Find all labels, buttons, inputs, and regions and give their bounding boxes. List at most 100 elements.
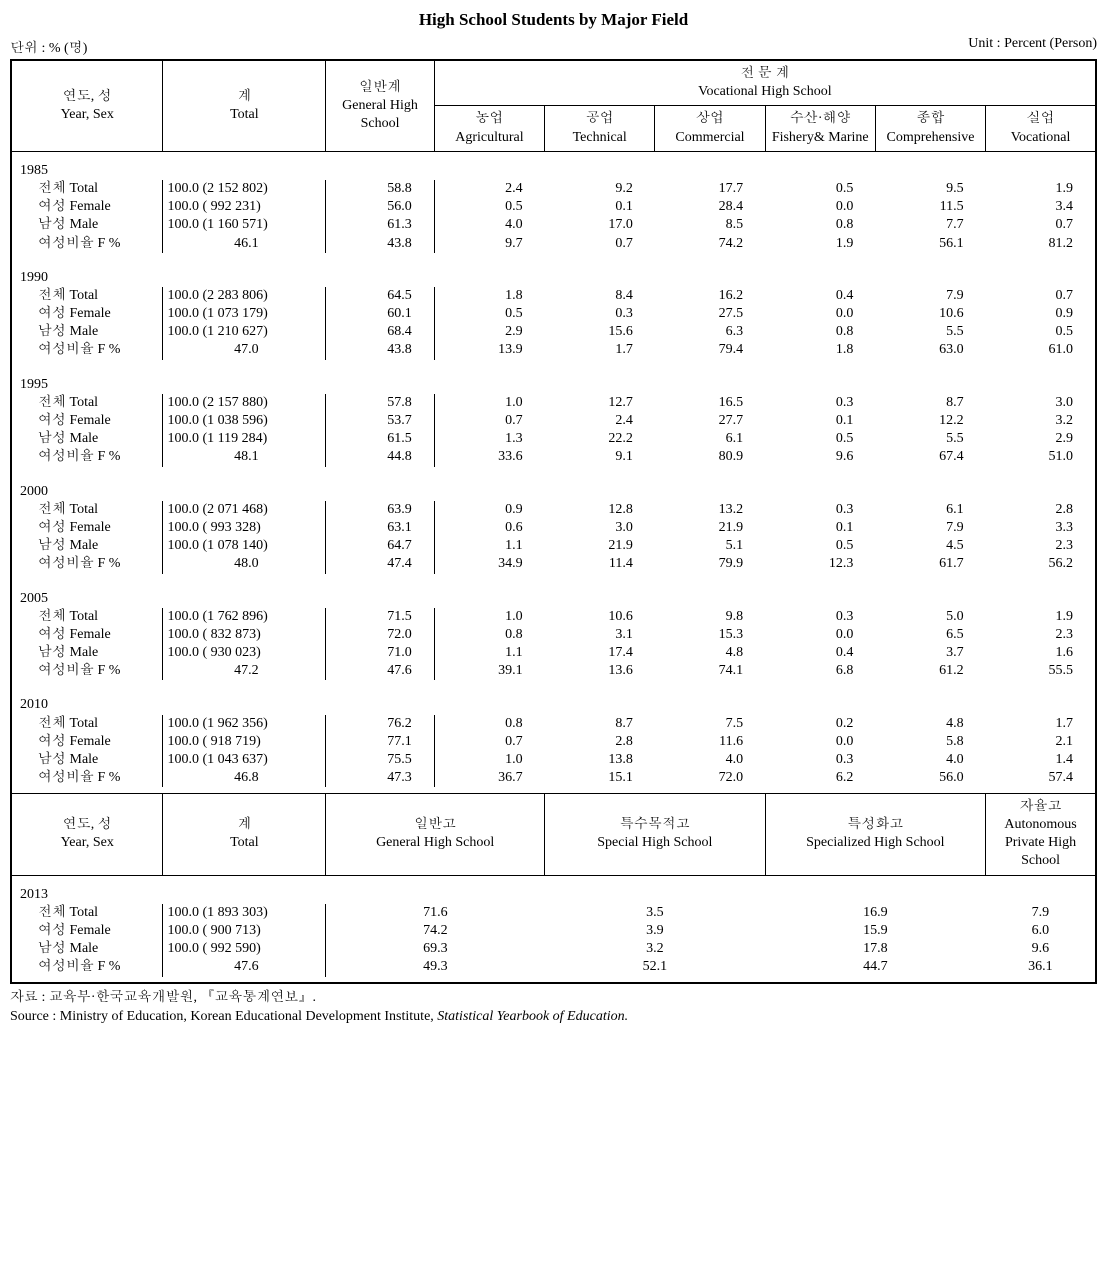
cell-value: 7.9 [986,904,1096,922]
cell-value: 6.3 [655,323,765,341]
table-row: 남성 Male100.0 (1 043 637)75.51.013.84.00.… [11,751,1096,769]
cell-value: 15.6 [545,323,655,341]
cell-value: 0.5 [765,537,875,555]
cell-value: 74.1 [655,662,765,680]
cell-value: 64.5 [326,287,435,305]
cell-value: 79.9 [655,555,765,573]
cell-value: 80.9 [655,448,765,466]
cell-value: 7.5 [655,715,765,733]
cell-value: 3.3 [986,519,1096,537]
cell-total: 100.0 (1 078 140) [163,537,326,555]
header-comprehensive: 종합Comprehensive [875,106,985,151]
cell-value: 44.7 [765,958,986,976]
year-header: 2005 [11,580,1096,608]
cell-value: 0.5 [765,180,875,198]
cell-total: 100.0 (2 283 806) [163,287,326,305]
header-b-specialized: 특성화고Specialized High School [765,793,986,875]
cell-value: 6.0 [986,922,1096,940]
row-label: 여성 Female [11,922,163,940]
cell-value: 47.6 [326,662,435,680]
cell-value: 0.8 [434,626,544,644]
row-label: 여성 Female [11,412,163,430]
table-header-a: 연도, 성Year, Sex 계Total 일반계General High Sc… [11,60,1096,151]
cell-value: 0.6 [434,519,544,537]
cell-value: 5.5 [875,323,985,341]
header-general: 일반계General High School [326,60,435,151]
cell-value: 1.9 [765,235,875,253]
cell-value: 0.4 [765,644,875,662]
cell-value: 0.7 [434,412,544,430]
cell-total: 100.0 (1 893 303) [163,904,326,922]
cell-value: 76.2 [326,715,435,733]
table-body-a: 1985전체 Total100.0 (2 152 802)58.82.49.21… [11,151,1096,793]
cell-value: 0.4 [765,287,875,305]
cell-value: 71.0 [326,644,435,662]
row-label: 남성 Male [11,940,163,958]
cell-value: 3.1 [545,626,655,644]
cell-value: 0.7 [986,287,1096,305]
row-label: 남성 Male [11,430,163,448]
cell-value: 10.6 [545,608,655,626]
cell-value: 5.0 [875,608,985,626]
table-header-b: 연도, 성Year, Sex 계Total 일반고General High Sc… [11,793,1096,875]
row-label: 남성 Male [11,537,163,555]
unit-left: 단위 : % (명) [10,36,87,57]
cell-value: 0.1 [545,198,655,216]
table-row: 여성 Female100.0 (1 073 179)60.10.50.327.5… [11,305,1096,323]
table-row: 여성 Female100.0 ( 992 231)56.00.50.128.40… [11,198,1096,216]
cell-total: 47.2 [163,662,326,680]
cell-value: 0.3 [765,751,875,769]
cell-total: 100.0 (2 157 880) [163,394,326,412]
cell-value: 0.7 [434,733,544,751]
row-label: 전체 Total [11,180,163,198]
row-label: 전체 Total [11,608,163,626]
cell-value: 36.7 [434,769,544,787]
cell-value: 67.4 [875,448,985,466]
row-label: 여성비율 F % [11,235,163,253]
cell-value: 0.5 [434,305,544,323]
header-year-sex: 연도, 성Year, Sex [11,60,163,151]
cell-value: 51.0 [986,448,1096,466]
cell-value: 6.5 [875,626,985,644]
cell-value: 17.8 [765,940,986,958]
cell-value: 13.8 [545,751,655,769]
cell-value: 55.5 [986,662,1096,680]
table-row: 여성 Female100.0 ( 900 713)74.23.915.96.0 [11,922,1096,940]
cell-value: 27.7 [655,412,765,430]
table-row: 여성비율 F %46.847.336.715.172.06.256.057.4 [11,769,1096,787]
table-row: 남성 Male100.0 (1 160 571)61.34.017.08.50.… [11,216,1096,234]
cell-value: 58.8 [326,180,435,198]
cell-value: 53.7 [326,412,435,430]
cell-value: 1.3 [434,430,544,448]
cell-value: 49.3 [326,958,545,976]
cell-value: 56.1 [875,235,985,253]
cell-total: 100.0 (1 762 896) [163,608,326,626]
cell-value: 11.4 [545,555,655,573]
cell-value: 2.4 [545,412,655,430]
table-row: 여성비율 F %47.247.639.113.674.16.861.255.5 [11,662,1096,680]
table-row: 여성비율 F %48.144.833.69.180.99.667.451.0 [11,448,1096,466]
cell-total: 46.8 [163,769,326,787]
cell-value: 9.2 [545,180,655,198]
cell-value: 6.8 [765,662,875,680]
cell-value: 81.2 [986,235,1096,253]
cell-value: 4.0 [655,751,765,769]
row-label: 여성비율 F % [11,341,163,359]
cell-value: 4.8 [875,715,985,733]
cell-value: 16.2 [655,287,765,305]
row-label: 전체 Total [11,287,163,305]
cell-value: 2.3 [986,537,1096,555]
cell-value: 1.8 [434,287,544,305]
cell-value: 63.0 [875,341,985,359]
cell-total: 100.0 ( 992 590) [163,940,326,958]
cell-value: 47.4 [326,555,435,573]
cell-value: 74.2 [326,922,545,940]
table-row: 여성 Female100.0 ( 832 873)72.00.83.115.30… [11,626,1096,644]
cell-value: 72.0 [326,626,435,644]
cell-value: 2.8 [545,733,655,751]
cell-value: 61.7 [875,555,985,573]
cell-value: 1.8 [765,341,875,359]
cell-value: 16.5 [655,394,765,412]
cell-value: 3.0 [986,394,1096,412]
cell-value: 6.1 [655,430,765,448]
